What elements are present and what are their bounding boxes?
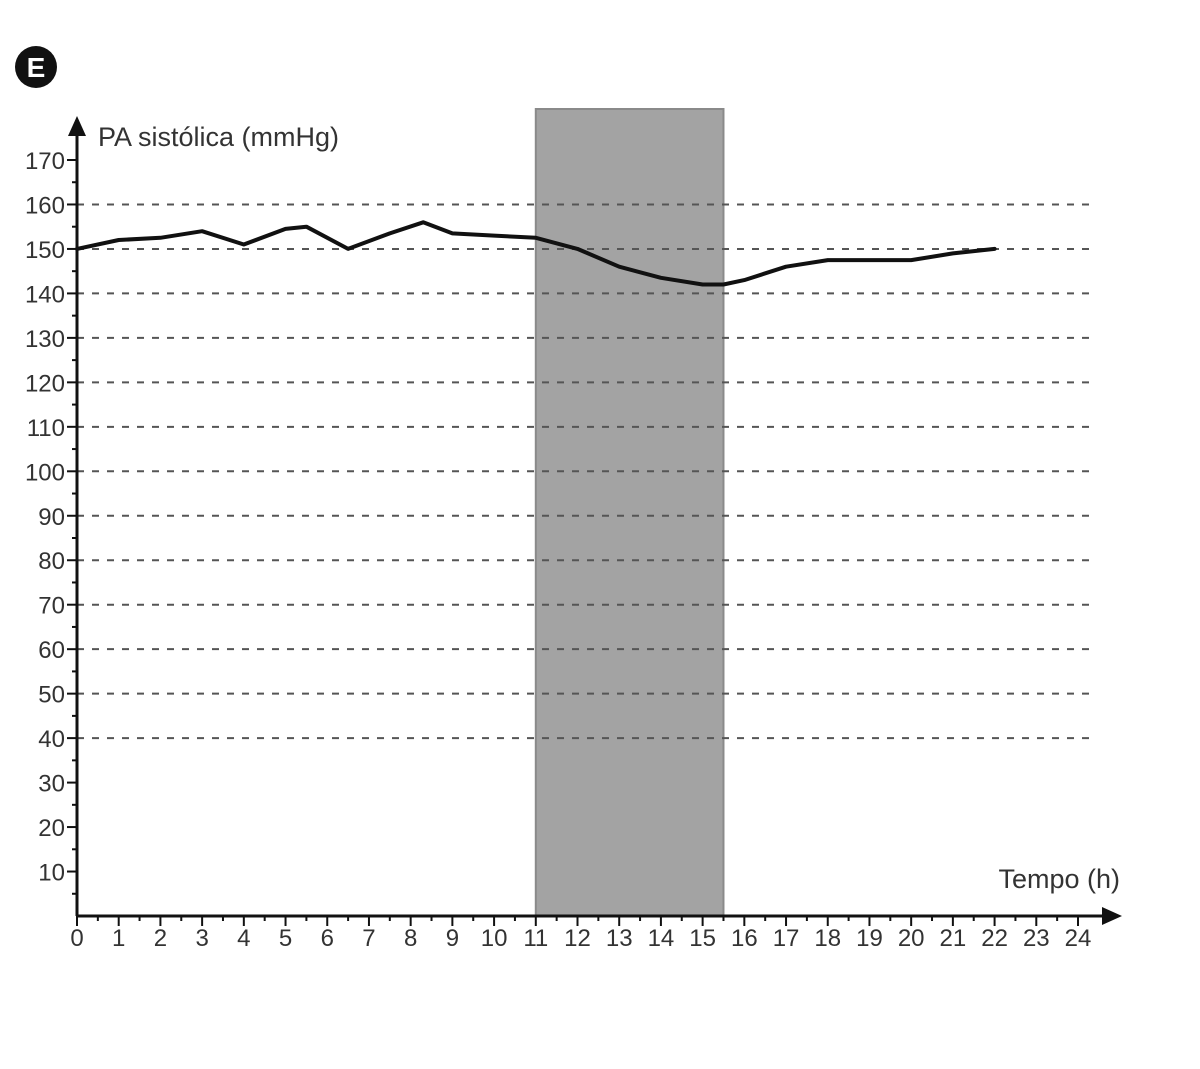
x-tick-label: 3 [195,925,208,952]
y-tick-label: 70 [38,593,65,620]
x-tick-label: 1 [112,925,125,952]
y-tick-label: 140 [25,281,65,308]
y-tick-label: 50 [38,682,65,709]
series-layer [75,220,997,287]
x-tick-label: 9 [446,925,459,952]
option-badge-letter: E [27,52,46,83]
x-tick-label: 13 [606,925,633,952]
x-tick-label: 4 [237,925,250,952]
y-tick-label: 150 [25,237,65,264]
x-tick-label: 17 [773,925,800,952]
x-tick-label: 15 [689,925,716,952]
y-tick-label: 20 [38,815,65,842]
shaded-interval-layer [534,108,725,917]
y-axis-arrow [68,116,86,136]
y-tick-label: 60 [38,637,65,664]
x-tick-label: 2 [154,925,167,952]
y-tick-label: 80 [38,548,65,575]
x-tick-label: 21 [940,925,967,952]
x-tick-label: 22 [981,925,1008,952]
x-tick-label: 12 [564,925,591,952]
axes-layer [68,116,1122,925]
y-tick-label: 110 [27,415,65,442]
x-tick-label: 5 [279,925,292,952]
y-tick-label: 10 [38,860,65,887]
x-axis-arrow [1102,907,1122,925]
y-tick-label: 40 [38,726,65,753]
x-tick-label: 10 [481,925,508,952]
x-tick-label: 7 [362,925,375,952]
y-tick-label: 160 [25,192,65,219]
y-tick-label: 30 [38,771,65,798]
x-tick-label: 19 [856,925,883,952]
y-axis-label: PA sistólica (mmHg) [98,122,339,152]
y-tick-label: 90 [38,504,65,531]
y-tick-label: 130 [25,326,65,353]
x-tick-label: 14 [648,925,675,952]
x-tick-label: 11 [523,925,548,952]
x-tick-label: 20 [898,925,925,952]
x-tick-label: 0 [70,925,83,952]
x-tick-label: 24 [1065,925,1092,952]
y-tick-label: 120 [25,370,65,397]
gridlines-layer [77,203,1090,740]
x-tick-label: 6 [321,925,334,952]
x-tick-label: 18 [814,925,841,952]
shaded-interval [534,108,725,917]
option-badge: E [15,46,57,88]
y-ticks-layer: 10 20 30 40 50 60 70 80 90 100 110 120 130 140 150 160 1… [25,148,77,895]
x-tick-label: 16 [731,925,758,952]
y-tick-label: 170 [25,148,65,175]
y-tick-label: 100 [25,459,65,486]
x-ticks-layer: 0 1 2 3 4 5 6 7 8 9 10 11 12 13 14 15 16 17 18 19 20 21 22 23 24 [70,916,1091,952]
x-tick-label: 8 [404,925,417,952]
series-line [75,220,997,287]
option-badge-circle [15,46,57,88]
x-axis-label: Tempo (h) [998,864,1120,894]
x-tick-label: 23 [1023,925,1050,952]
